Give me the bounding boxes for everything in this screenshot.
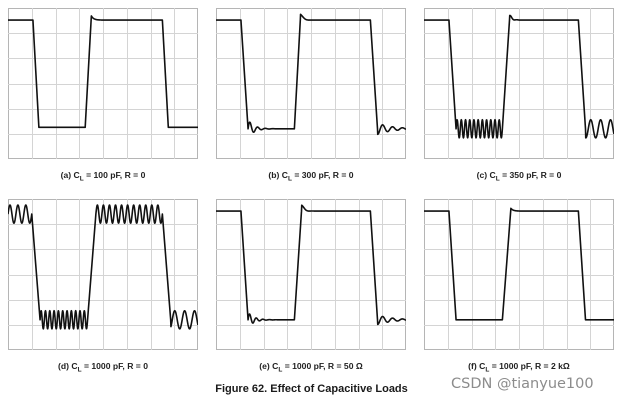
waveform-trace [216, 13, 406, 136]
scope-panel-f [424, 199, 614, 350]
caption-f: (f) CL = 1000 pF, R = 2 kΩ [468, 361, 570, 374]
scope-plot-d [8, 199, 198, 350]
scope-plot-f [424, 199, 614, 350]
waveform-trace [8, 15, 198, 129]
scope-panel-c [424, 8, 614, 159]
caption-b: (b) CL = 300 pF, R = 0 [268, 170, 354, 183]
caption-a: (a) CL = 100 pF, R = 0 [60, 170, 146, 183]
watermark: CSDN @tianyue100 [451, 376, 594, 392]
figure-title: Figure 62. Effect of Capacitive Loads [215, 383, 408, 395]
waveform-trace [424, 207, 614, 321]
scope-plot-e [216, 199, 406, 350]
waveform-trace [216, 204, 406, 326]
caption-d: (d) CL = 1000 pF, R = 0 [58, 361, 148, 374]
scope-panel-e [216, 199, 406, 350]
scope-plot-c [424, 8, 614, 159]
caption-e: (e) CL = 1000 pF, R = 50 Ω [259, 361, 363, 374]
scope-plot-b [216, 8, 406, 159]
caption-c: (c) CL = 350 pF, R = 0 [476, 170, 562, 183]
waveform-trace [8, 204, 198, 330]
scope-panel-a [8, 8, 198, 159]
scope-plot-a [8, 8, 198, 159]
waveform-trace [424, 14, 614, 139]
scope-panel-b [216, 8, 406, 159]
scope-panel-d [8, 199, 198, 350]
